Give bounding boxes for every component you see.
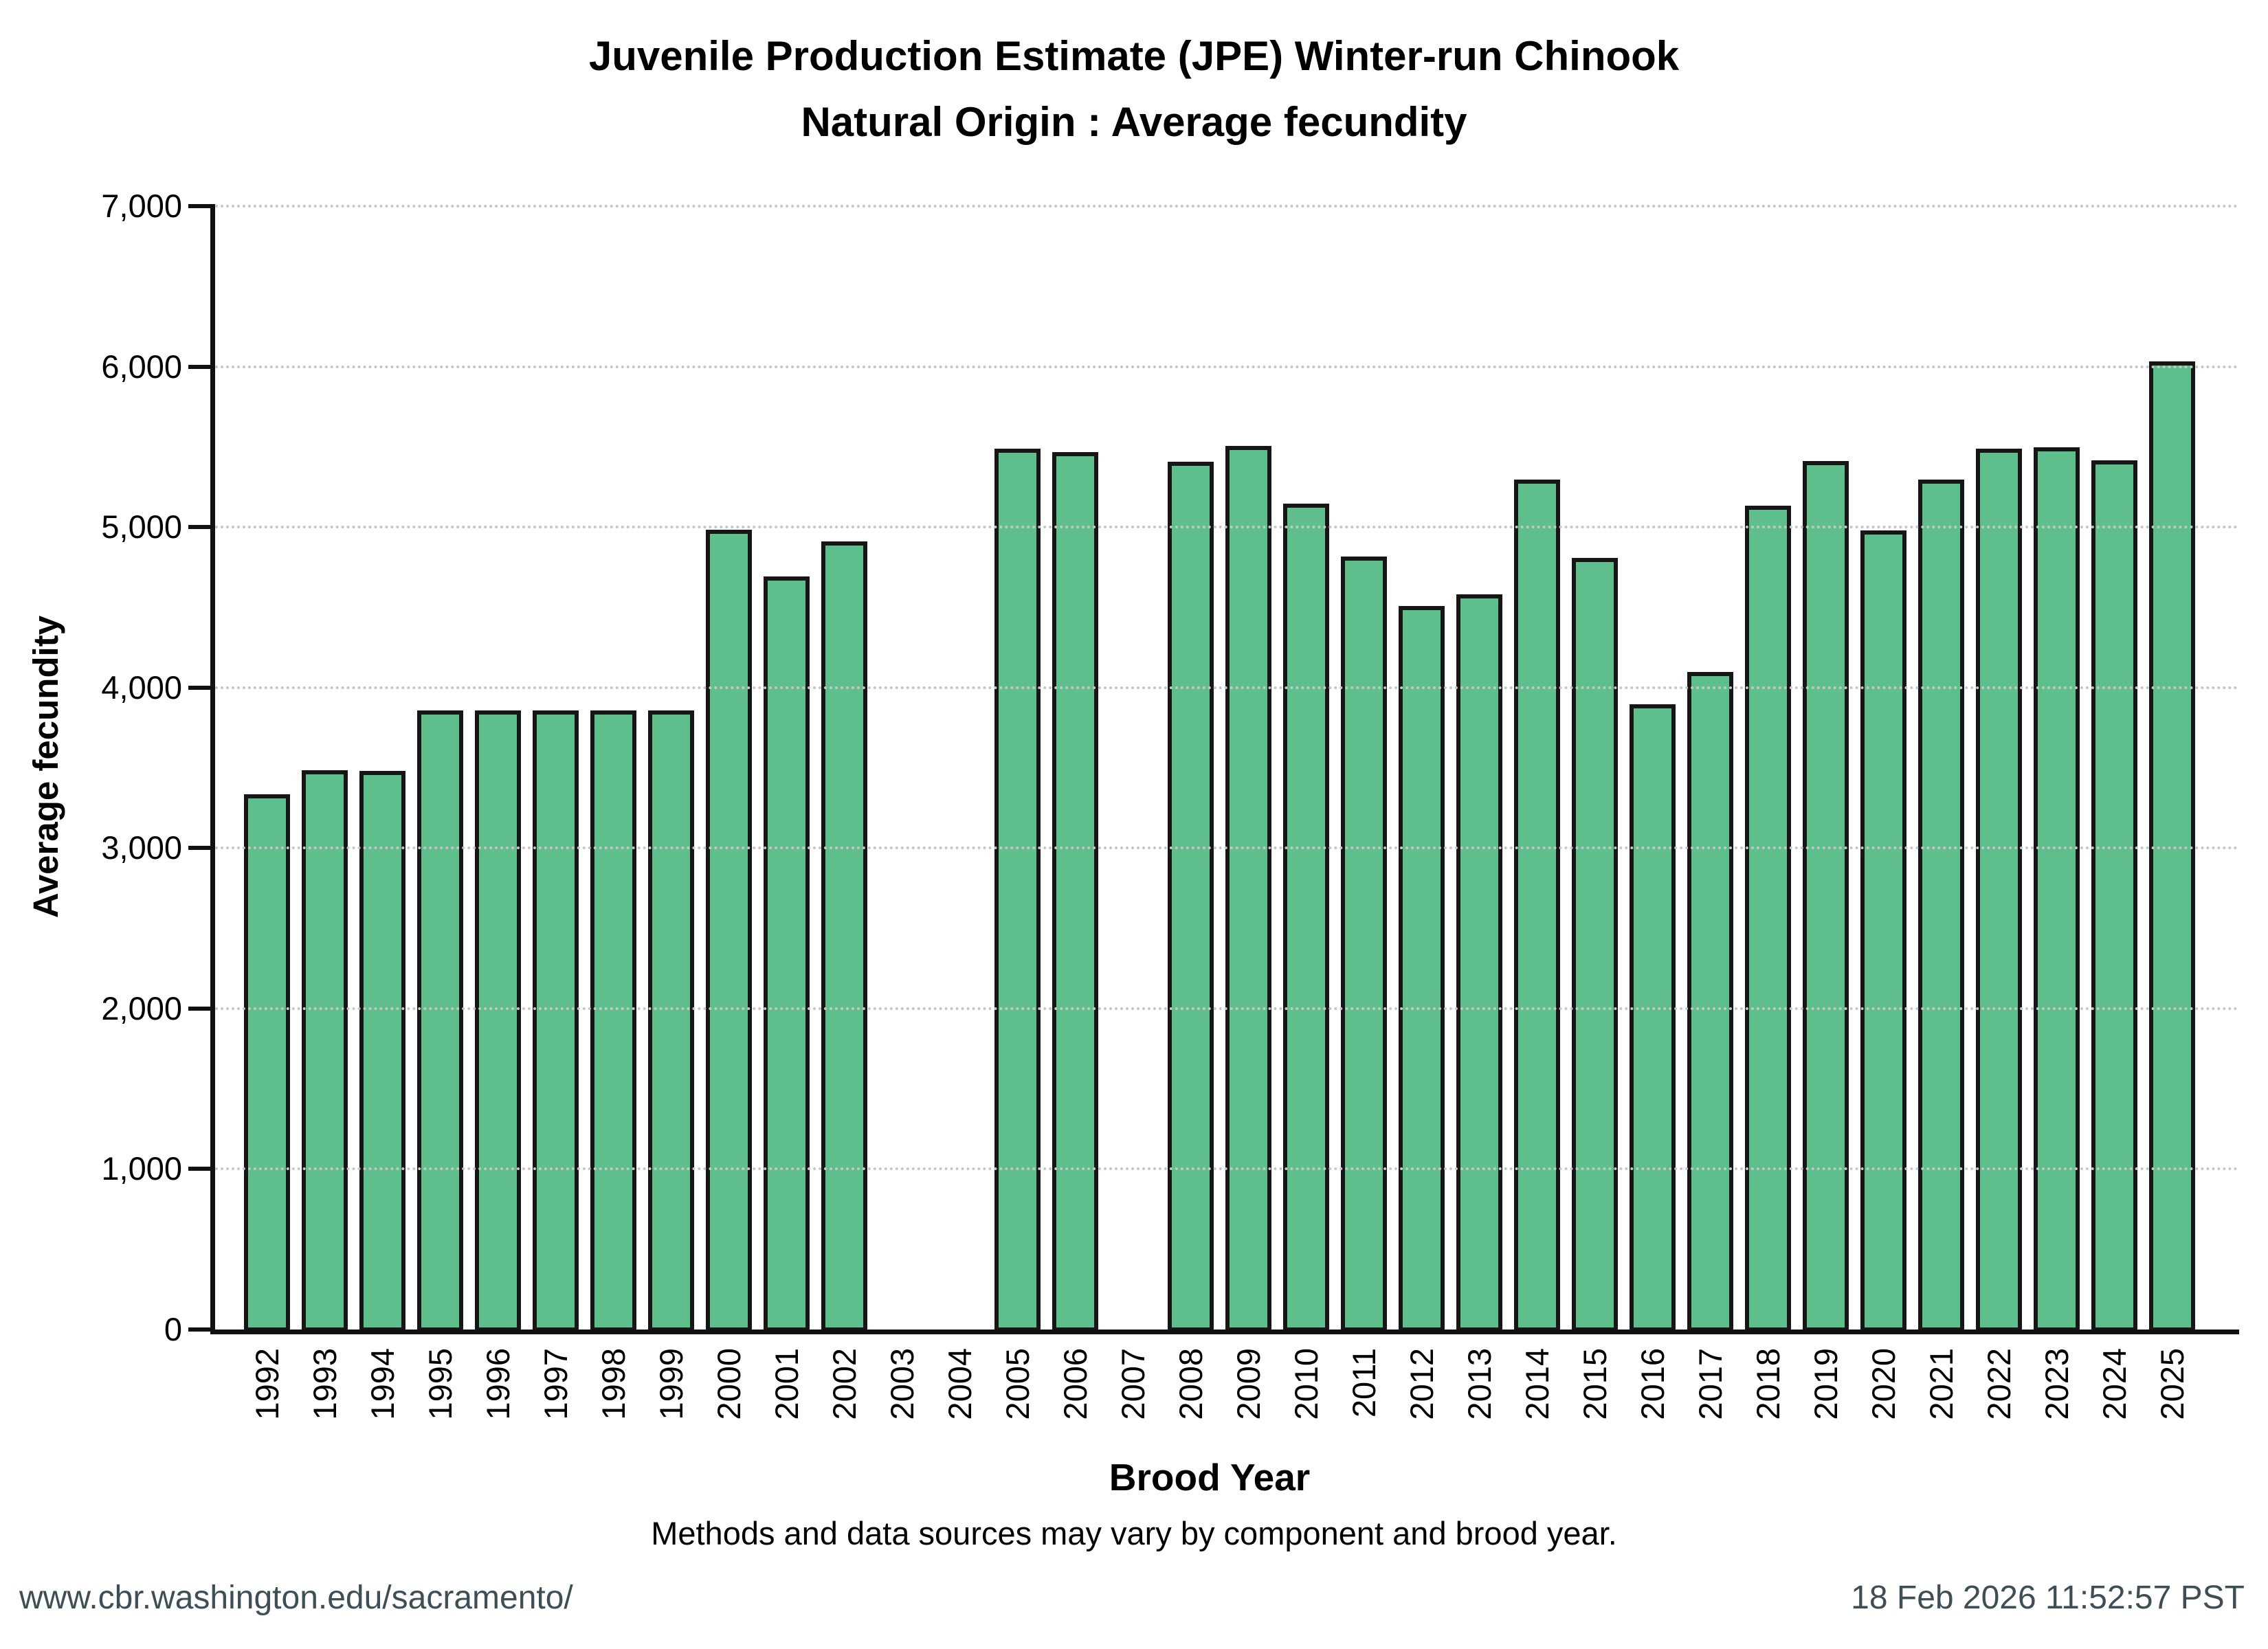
x-axis-tick-label-2001: 2001 <box>768 1348 805 1420</box>
x-axis-tick-label-1994: 1994 <box>364 1348 401 1420</box>
footer-timestamp: 18 Feb 2026 11:52:57 PST <box>1851 1580 2245 1616</box>
bar-2005 <box>994 449 1041 1332</box>
y-axis-line <box>210 204 215 1334</box>
x-axis-tick-label-1996: 1996 <box>479 1348 516 1420</box>
bar-1999 <box>648 710 694 1332</box>
bar-1994 <box>359 770 405 1332</box>
bar-2015 <box>1572 558 1618 1332</box>
bar-2000 <box>706 530 752 1332</box>
bar-2022 <box>1976 449 2022 1332</box>
y-axis-tick-1000 <box>188 1167 212 1171</box>
bar-1996 <box>475 710 521 1332</box>
bar-2008 <box>1168 462 1214 1332</box>
x-axis-tick-label-1997: 1997 <box>537 1348 574 1420</box>
bar-2016 <box>1630 704 1676 1332</box>
y-axis-tick-7000 <box>188 204 212 208</box>
x-axis-tick-label-2002: 2002 <box>825 1348 863 1420</box>
x-axis-tick-label-2006: 2006 <box>1056 1348 1093 1420</box>
x-axis-tick-label-2003: 2003 <box>883 1348 920 1420</box>
x-axis-tick-label-1992: 1992 <box>248 1348 285 1420</box>
x-axis-tick-label-2024: 2024 <box>2095 1348 2133 1420</box>
y-axis-tick-label-4000: 4,000 <box>101 669 182 706</box>
x-axis-tick-label-2014: 2014 <box>1518 1348 1555 1420</box>
bar-2021 <box>1918 479 1964 1332</box>
x-axis-tick-label-2000: 2000 <box>710 1348 747 1420</box>
x-axis-tick-label-2019: 2019 <box>1807 1348 1844 1420</box>
y-axis-title: Average fecundity <box>26 615 65 919</box>
y-axis-tick-label-5000: 5,000 <box>101 508 182 546</box>
x-axis-title: Brood Year <box>1109 1456 1311 1499</box>
y-axis-tick-label-1000: 1,000 <box>101 1150 182 1187</box>
bar-1993 <box>302 770 348 1332</box>
x-axis-tick-label-1998: 1998 <box>594 1348 632 1420</box>
y-axis-tick-label-6000: 6,000 <box>101 348 182 385</box>
x-axis-tick-label-2004: 2004 <box>941 1348 978 1420</box>
gridline-7000 <box>215 205 2239 207</box>
y-axis-tick-3000 <box>188 846 212 851</box>
gridline-3000 <box>215 846 2239 850</box>
gridline-1000 <box>215 1167 2239 1171</box>
x-axis-tick-label-2011: 2011 <box>1345 1348 1382 1418</box>
x-axis-tick-label-2025: 2025 <box>2153 1348 2190 1420</box>
footer-url: www.cbr.washington.edu/sacramento/ <box>19 1580 573 1616</box>
x-axis-tick-label-2015: 2015 <box>1576 1348 1613 1420</box>
x-axis-tick-label-1993: 1993 <box>306 1348 343 1420</box>
chart-title-line1: Juvenile Production Estimate (JPE) Winte… <box>588 33 1680 79</box>
gridline-2000 <box>215 1007 2239 1010</box>
x-axis-tick-label-2009: 2009 <box>1230 1348 1267 1420</box>
bar-2013 <box>1456 594 1502 1332</box>
x-axis-tick-label-2016: 2016 <box>1634 1348 1671 1420</box>
bar-1997 <box>533 710 579 1332</box>
bar-2018 <box>1745 506 1791 1332</box>
y-axis-tick-2000 <box>188 1006 212 1011</box>
y-axis-tick-label-0: 0 <box>164 1311 182 1347</box>
gridline-4000 <box>215 686 2239 689</box>
y-axis-tick-label-2000: 2,000 <box>101 989 182 1027</box>
x-axis-tick-label-2022: 2022 <box>1980 1348 2017 1420</box>
x-axis-tick-label-2018: 2018 <box>1749 1348 1786 1420</box>
bar-2020 <box>1860 530 1906 1332</box>
y-axis-tick-6000 <box>188 364 212 369</box>
bar-2024 <box>2091 460 2137 1332</box>
chart-footnote: Methods and data sources may vary by com… <box>651 1515 1617 1551</box>
y-axis-tick-label-7000: 7,000 <box>101 188 182 224</box>
x-axis-tick-label-2017: 2017 <box>1691 1348 1728 1420</box>
bar-1995 <box>417 710 463 1332</box>
chart-title: Juvenile Production Estimate (JPE) Winte… <box>0 23 2268 155</box>
bar-2010 <box>1283 503 1329 1332</box>
bar-2014 <box>1514 479 1560 1332</box>
y-axis-tick-5000 <box>188 525 212 530</box>
x-axis-tick-label-2010: 2010 <box>1287 1348 1324 1420</box>
x-axis-tick-label-2005: 2005 <box>999 1348 1036 1420</box>
gridline-5000 <box>215 526 2239 529</box>
y-axis-tick-0 <box>188 1327 212 1332</box>
bar-2017 <box>1687 672 1733 1332</box>
bar-2006 <box>1052 452 1098 1332</box>
bar-2001 <box>764 576 810 1332</box>
bar-1992 <box>244 794 290 1332</box>
x-axis-tick-label-2012: 2012 <box>1403 1348 1440 1420</box>
bar-2002 <box>821 541 867 1332</box>
bar-2011 <box>1341 556 1387 1332</box>
bar-1998 <box>590 710 636 1332</box>
bar-2009 <box>1225 445 1271 1332</box>
x-axis-tick-label-2020: 2020 <box>1865 1348 1902 1420</box>
x-axis-tick-label-2007: 2007 <box>1114 1348 1151 1420</box>
x-axis-tick-label-2008: 2008 <box>1172 1348 1209 1420</box>
x-axis-line <box>210 1330 2239 1334</box>
x-axis-tick-label-1995: 1995 <box>421 1348 458 1420</box>
x-axis-tick-label-2013: 2013 <box>1460 1348 1498 1420</box>
chart-title-line2: Natural Origin : Average fecundity <box>801 99 1467 145</box>
y-axis-tick-4000 <box>188 685 212 690</box>
x-axis-tick-label-2023: 2023 <box>2038 1348 2075 1420</box>
bar-2019 <box>1803 460 1849 1332</box>
bar-2012 <box>1399 606 1445 1332</box>
x-axis-tick-label-1999: 1999 <box>652 1348 689 1420</box>
y-axis-tick-label-3000: 3,000 <box>101 829 182 866</box>
bar-2023 <box>2034 447 2080 1332</box>
gridline-6000 <box>215 365 2239 368</box>
x-axis-tick-label-2021: 2021 <box>1922 1348 1959 1420</box>
